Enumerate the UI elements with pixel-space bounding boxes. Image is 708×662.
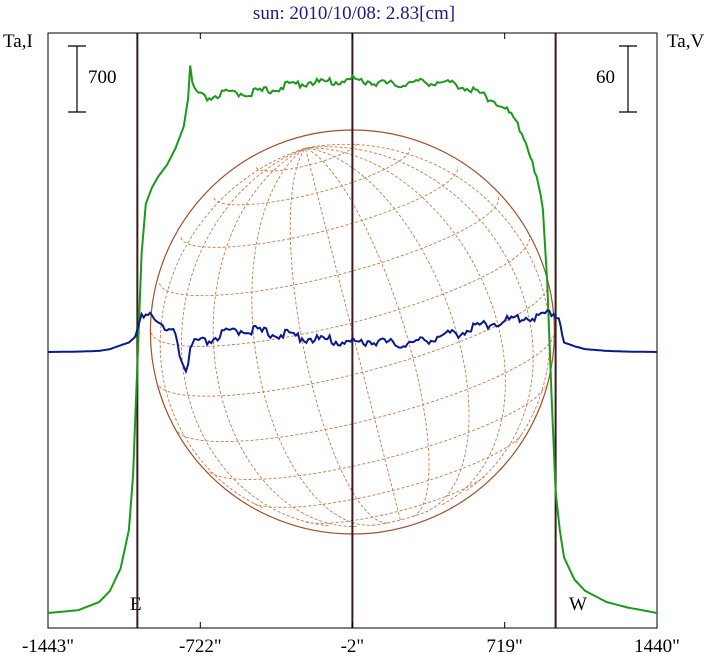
right-axis-label: Ta,V bbox=[667, 31, 705, 52]
x-tick-label: 1440" bbox=[634, 636, 680, 657]
left-scale-bar bbox=[68, 45, 86, 113]
west-limb-label: W bbox=[569, 594, 587, 615]
x-tick-label: -722" bbox=[179, 636, 222, 657]
limb-markers bbox=[136, 33, 557, 628]
longitude-line bbox=[304, 147, 401, 521]
x-tick-label: -1443" bbox=[21, 636, 75, 657]
latitude-line bbox=[253, 434, 522, 508]
latitude-line bbox=[177, 335, 555, 443]
right-scale-bar-label: 60 bbox=[596, 67, 615, 88]
latitude-line bbox=[150, 236, 531, 347]
east-limb-label: E bbox=[130, 594, 142, 615]
latitude-line bbox=[209, 386, 546, 480]
x-tick-label: -2" bbox=[340, 636, 365, 657]
longitude-line bbox=[251, 147, 375, 526]
longitude-line bbox=[159, 147, 306, 509]
plot-frame bbox=[47, 32, 658, 629]
solar-disk bbox=[149, 129, 555, 535]
data-series bbox=[47, 65, 658, 614]
latitude-line bbox=[180, 166, 459, 248]
longitude-line bbox=[212, 147, 357, 528]
longitude-line bbox=[181, 147, 329, 527]
chart-title: sun: 2010/10/08: 2.83[cm] bbox=[252, 3, 456, 24]
intensity-series-line bbox=[47, 65, 658, 614]
left-scale-bar-label: 700 bbox=[88, 67, 117, 88]
longitude-line bbox=[305, 147, 506, 506]
right-scale-bar bbox=[619, 45, 637, 113]
longitude-line bbox=[305, 146, 534, 491]
polarization-series-line bbox=[48, 309, 657, 375]
x-tick-label: 719" bbox=[486, 636, 523, 657]
longitude-line bbox=[305, 147, 470, 513]
longitude-line bbox=[305, 147, 430, 517]
scale-bars bbox=[68, 45, 637, 113]
left-axis-label: Ta,I bbox=[3, 31, 33, 52]
longitude-line bbox=[305, 143, 551, 444]
latitude-line bbox=[158, 196, 500, 297]
longitude-line bbox=[289, 147, 388, 524]
latitude-line bbox=[213, 147, 411, 206]
